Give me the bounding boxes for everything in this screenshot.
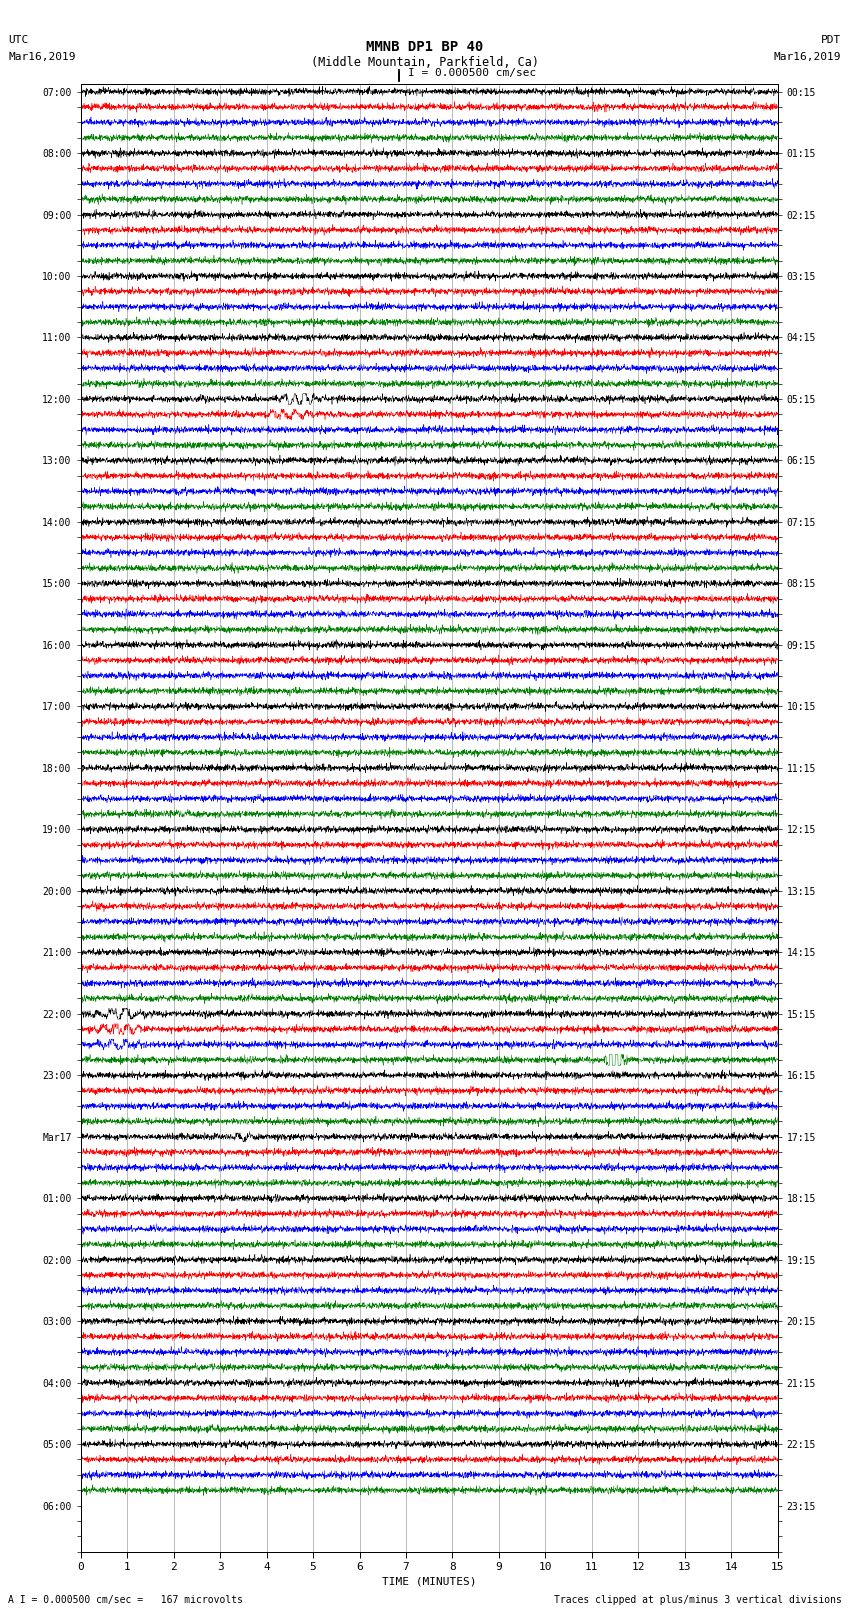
Text: UTC: UTC [8, 35, 29, 45]
Text: (Middle Mountain, Parkfield, Ca): (Middle Mountain, Parkfield, Ca) [311, 56, 539, 69]
Text: Mar16,2019: Mar16,2019 [774, 52, 842, 61]
Text: Traces clipped at plus/minus 3 vertical divisions: Traces clipped at plus/minus 3 vertical … [553, 1595, 842, 1605]
Text: Mar16,2019: Mar16,2019 [8, 52, 76, 61]
Text: I = 0.000500 cm/sec: I = 0.000500 cm/sec [408, 68, 536, 77]
X-axis label: TIME (MINUTES): TIME (MINUTES) [382, 1576, 477, 1586]
Text: MMNB DP1 BP 40: MMNB DP1 BP 40 [366, 40, 484, 55]
Text: A I = 0.000500 cm/sec =   167 microvolts: A I = 0.000500 cm/sec = 167 microvolts [8, 1595, 243, 1605]
Text: PDT: PDT [821, 35, 842, 45]
